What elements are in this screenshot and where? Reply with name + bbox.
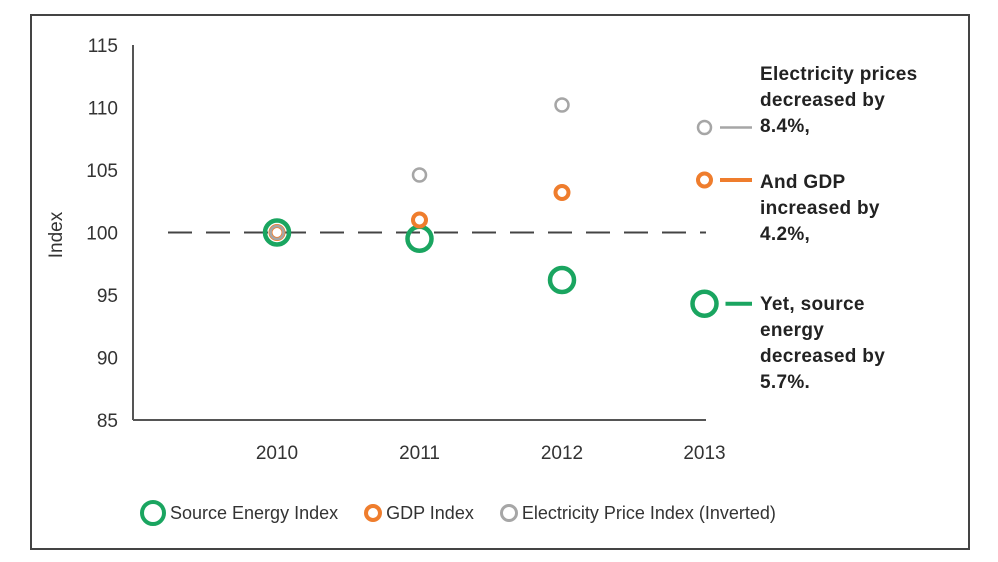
gdp-point	[696, 171, 713, 189]
legend-marker-electricity	[499, 504, 518, 522]
y-tick-label: 100	[86, 224, 118, 245]
annotation-source-energy: Yet, source energy decreased by 5.7%.	[760, 292, 970, 396]
x-tick-label: 2011	[399, 443, 440, 464]
electricity-point	[696, 119, 713, 136]
legend-item-source-energy: Source Energy Index	[140, 500, 338, 526]
legend: Source Energy Index GDP Index Electricit…	[140, 500, 802, 526]
y-tick-label: 95	[97, 286, 118, 307]
annotation-line: 8.4%,	[760, 116, 811, 137]
source-energy-point	[262, 218, 292, 247]
legend-marker-gdp	[364, 504, 383, 522]
annotation-line: decreased by	[760, 90, 886, 111]
annotation-line: increased by	[760, 198, 880, 219]
source-energy-point	[690, 289, 719, 318]
legend-item-electricity: Electricity Price Index (Inverted)	[499, 502, 776, 524]
source-energy-point	[547, 265, 577, 295]
annotation-line: energy	[760, 320, 825, 341]
source-energy-point	[405, 224, 434, 253]
y-tick-label: 110	[88, 99, 118, 120]
chart-frame	[30, 14, 970, 550]
y-tick-label: 90	[97, 349, 118, 370]
y-tick-label: 115	[88, 36, 118, 57]
gdp-point	[553, 184, 571, 201]
x-tick-label: 2010	[256, 443, 298, 464]
x-tick-label: 2013	[683, 443, 725, 464]
electricity-point	[411, 167, 428, 183]
y-tick-label: 105	[86, 161, 118, 182]
legend-label: Electricity Price Index (Inverted)	[521, 502, 776, 523]
legend-label: Source Energy Index	[170, 502, 339, 523]
annotation-line: Yet, source	[760, 294, 865, 315]
annotation-line: 4.2%,	[760, 224, 811, 245]
legend-label: GDP Index	[386, 502, 474, 523]
annotation-line: Electricity prices	[760, 64, 918, 85]
electricity-point	[554, 97, 570, 113]
y-tick-label: 85	[97, 411, 118, 432]
electricity-point	[269, 224, 285, 241]
x-tick-label: 2012	[541, 443, 583, 464]
annotation-line: decreased by	[760, 346, 886, 367]
annotation-gdp: And GDP increased by 4.2%,	[760, 170, 970, 248]
legend-item-gdp: GDP Index	[364, 503, 474, 524]
annotation-line: 5.7%.	[760, 372, 811, 393]
annotation-line: And GDP	[760, 172, 846, 193]
annotation-electricity: Electricity prices decreased by 8.4%,	[760, 62, 970, 140]
legend-marker-source-energy	[140, 500, 166, 526]
y-axis-label: Index	[46, 211, 67, 258]
gdp-point	[411, 211, 428, 229]
